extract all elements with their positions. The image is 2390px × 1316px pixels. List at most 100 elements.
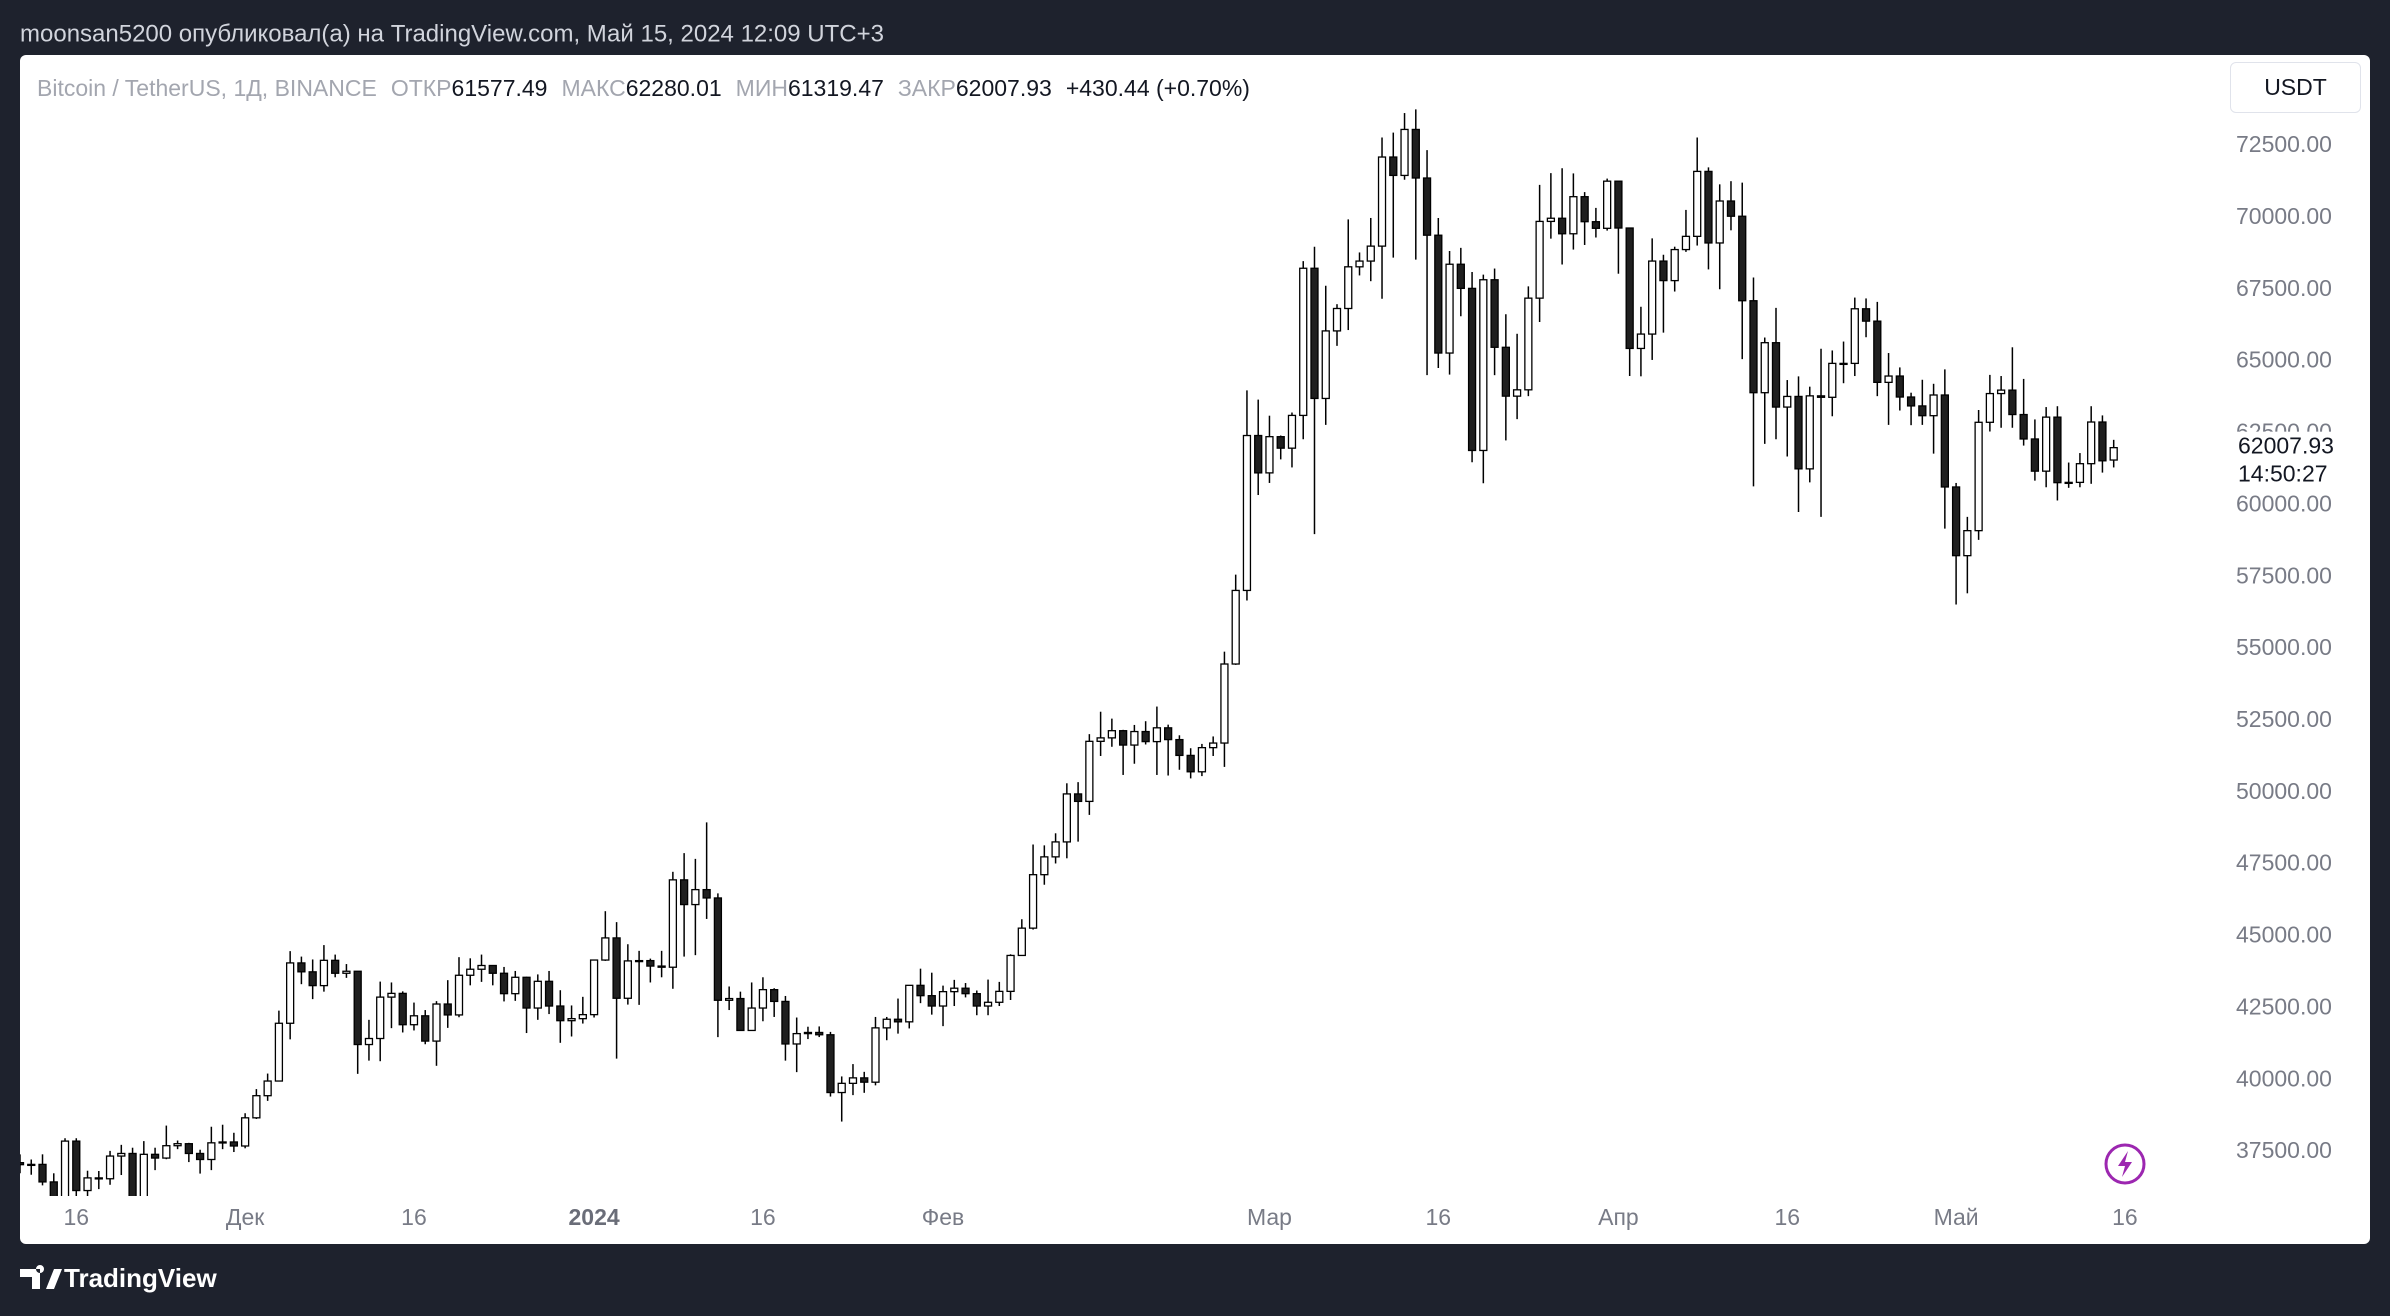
candle-body (1456, 263, 1465, 290)
candle-body (1265, 436, 1274, 474)
candle-body (432, 1003, 441, 1042)
candle-body (972, 993, 981, 1007)
candle-body (1625, 227, 1634, 350)
candle-body (916, 984, 925, 997)
candle-body (725, 997, 734, 1001)
candle-body (1197, 746, 1207, 773)
candle-body (1715, 200, 1724, 244)
candle-body (1670, 248, 1679, 282)
candle-body (927, 995, 936, 1007)
candle-body (1557, 217, 1567, 235)
candle-body (1884, 375, 1893, 384)
candle-body (578, 1013, 587, 1020)
x-tick-label: 16 (2112, 1204, 2138, 1230)
lightning-icon[interactable] (2118, 1151, 2132, 1177)
x-tick-label: Дек (226, 1204, 265, 1230)
candle-body (1659, 260, 1668, 282)
candle-body (837, 1082, 846, 1094)
candle-body (2064, 481, 2073, 485)
candle-body (905, 984, 914, 1023)
y-tick-label: 37500.00 (2236, 1137, 2332, 1163)
candle-body (2109, 447, 2118, 461)
candle-body (668, 879, 678, 968)
x-tick-label: Май (1934, 1204, 1979, 1230)
candle-body (1073, 793, 1083, 803)
candle-body (117, 1152, 126, 1157)
candle-body (770, 988, 779, 1003)
legend-high: МАКС62280.01 (561, 75, 721, 102)
candle-body (803, 1031, 813, 1035)
candle-body (713, 897, 723, 1001)
candle-body (1434, 234, 1443, 354)
candle-body (747, 1007, 756, 1032)
candle-body (2008, 389, 2017, 416)
currency-button[interactable]: USDT (2230, 62, 2361, 113)
candle-body (1512, 389, 1522, 397)
candle-body (499, 972, 509, 995)
symbol: Bitcoin / TetherUS, 1Д, BINANCE (37, 75, 377, 101)
candle-body (1963, 530, 1972, 557)
candle-body (1816, 395, 1826, 398)
lightning-button[interactable] (2104, 1143, 2146, 1185)
candle-body (162, 1145, 171, 1159)
candle-body (938, 991, 948, 1007)
x-tick-label: 16 (1426, 1204, 1452, 1230)
candle-body (1366, 245, 1375, 262)
candle-body (1681, 235, 1691, 251)
x-tick-label: 16 (750, 1204, 776, 1230)
y-tick-label: 70000.00 (2236, 203, 2332, 229)
candle-body (1400, 128, 1409, 177)
candle-body (1805, 395, 1814, 470)
candle-body (1929, 394, 1938, 417)
candle-body (1546, 217, 1556, 223)
candle-body (1299, 267, 1308, 417)
candle-body (1771, 342, 1781, 408)
legend-close: ЗАКР62007.93 (898, 75, 1052, 102)
candle-body (1355, 260, 1364, 268)
candle-body (1422, 177, 1432, 236)
candle-body (1344, 266, 1353, 310)
y-tick-label: 55000.00 (2236, 634, 2332, 660)
candle-body (1028, 874, 1038, 929)
candle-body (634, 959, 644, 963)
candle-body (1231, 589, 1240, 665)
candle-body (1164, 727, 1173, 741)
candle-body (409, 1015, 419, 1026)
x-tick-label: Мар (1247, 1204, 1292, 1230)
candle-body (961, 987, 970, 995)
candle-body (589, 959, 599, 1016)
candle-body (387, 992, 396, 998)
candle-body (2053, 416, 2062, 484)
axes: 37500.00 40000.00 42500.00 45000.00 47500.00… (63, 131, 2357, 1230)
lightning-circle[interactable] (2104, 1143, 2146, 1185)
candle-body (1377, 156, 1387, 247)
y-tick-label: 67500.00 (2236, 275, 2332, 301)
candle-body (488, 964, 497, 974)
last-price: 62007.93 (2238, 433, 2334, 459)
candle-body (1569, 196, 1578, 235)
candle-body (826, 1034, 835, 1094)
candle-body (860, 1077, 869, 1083)
candle-body (1524, 297, 1533, 391)
candle-body (1490, 279, 1499, 348)
candle-body (1693, 170, 1702, 238)
candle-body (1152, 727, 1162, 743)
candle-body (848, 1077, 858, 1084)
candle-body (556, 1005, 565, 1022)
candle-body (2098, 421, 2107, 462)
candle-body (331, 959, 340, 974)
candle-body (342, 970, 351, 974)
last-price-box (2225, 431, 2357, 490)
candle-body (792, 1032, 801, 1045)
candle-body (1287, 414, 1297, 449)
candle-body (511, 976, 520, 995)
candle-body (2075, 463, 2085, 484)
candle-body (38, 1163, 47, 1183)
candle-body (1186, 754, 1195, 773)
candle-body (623, 960, 632, 999)
logo-icon (20, 1265, 62, 1289)
candle-body (1648, 260, 1657, 335)
candle-body (781, 1000, 790, 1045)
